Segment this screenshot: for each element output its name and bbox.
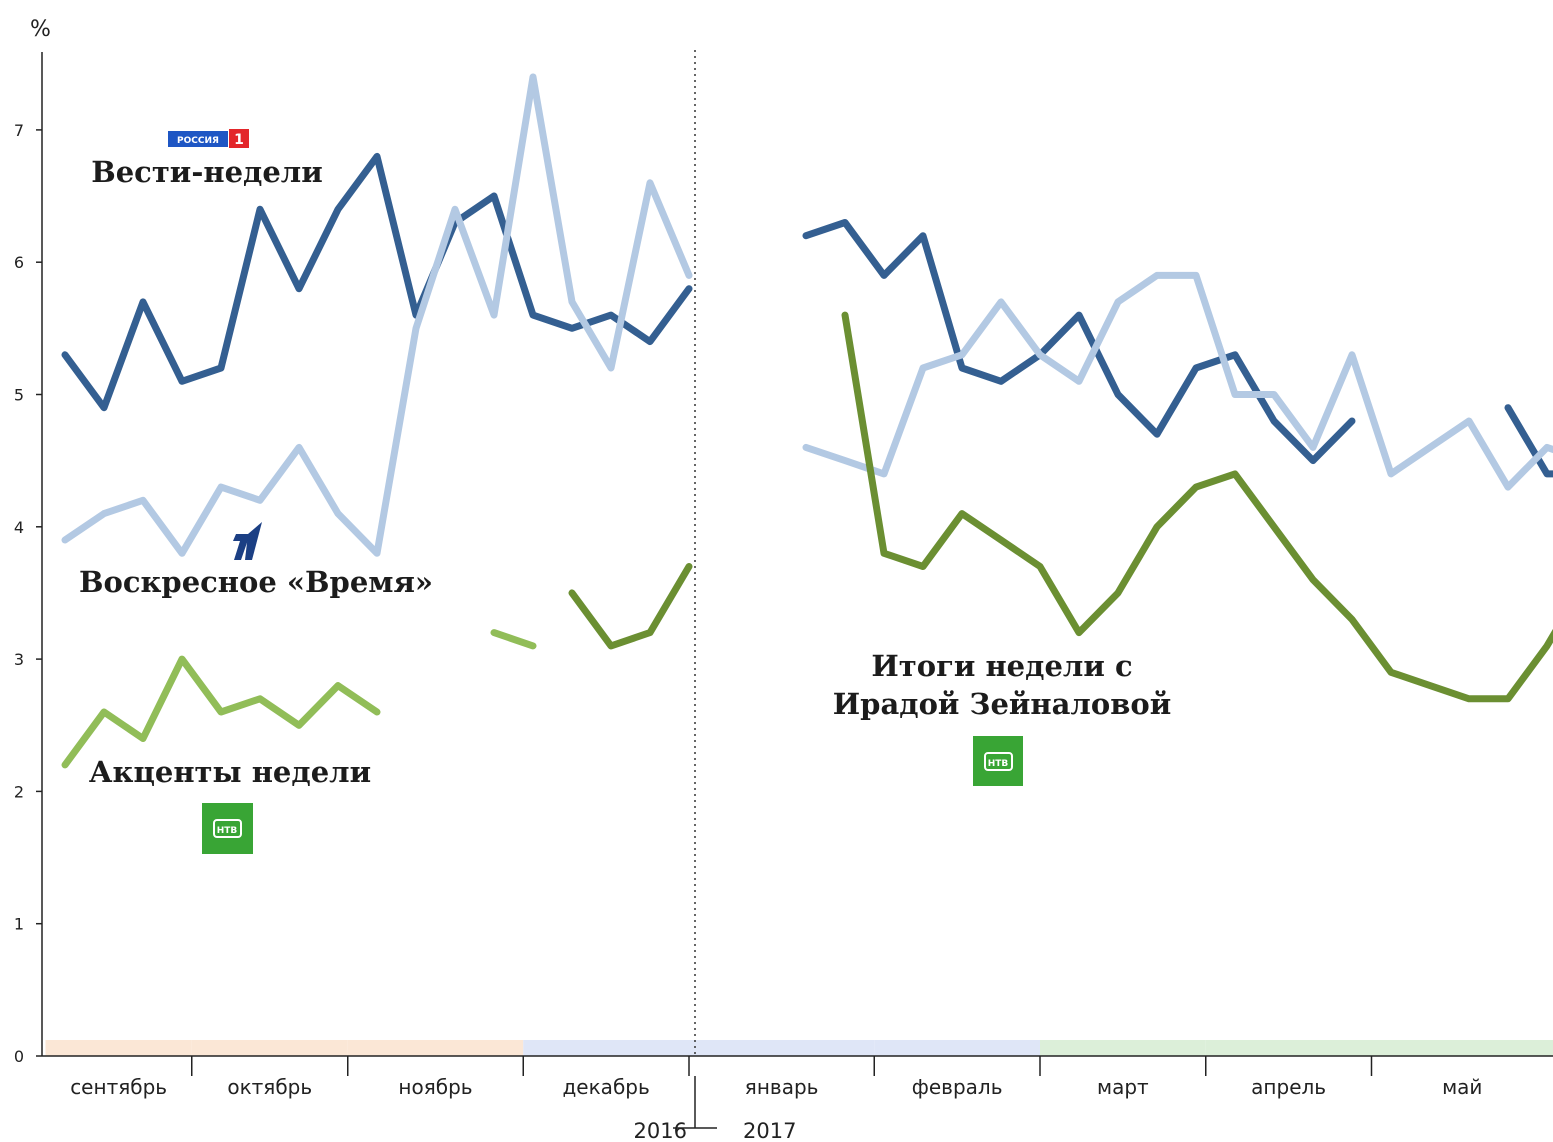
month-label: март (1097, 1075, 1149, 1099)
ntv-logo-icon: НТВ (202, 803, 253, 854)
y-tick-label: 4 (14, 518, 24, 537)
itogi-label-line1: Итоги недели с (871, 649, 1132, 683)
month-label: ноябрь (398, 1075, 472, 1099)
vremya-label: Воскресное «Время» (79, 565, 433, 599)
month-labels: сентябрь октябрь ноябрь декабрь январь феврал… (70, 1056, 1482, 1099)
y-tick-label: 3 (14, 650, 24, 669)
series-line (568, 311, 1553, 703)
month-label: май (1442, 1075, 1482, 1099)
month-label: февраль (912, 1075, 1003, 1099)
y-tick-label: 5 (14, 386, 24, 405)
year-divider (673, 50, 717, 1129)
series-segment (841, 311, 1553, 703)
russia-1-logo-icon: РОССИЯ 1 (168, 129, 249, 148)
aktsenty-label: Акценты недели (89, 755, 371, 789)
month-band (874, 1040, 1040, 1056)
month-bands (45, 1040, 1553, 1056)
month-label: апрель (1251, 1075, 1326, 1099)
month-band (45, 1040, 192, 1056)
series-segment (1504, 404, 1553, 478)
month-band (1205, 1040, 1372, 1056)
y-tick-label: 0 (14, 1047, 24, 1066)
month-band (523, 1040, 689, 1056)
series-line (61, 73, 1553, 557)
svg-text:НТВ: НТВ (217, 826, 238, 836)
year-2016-label: 2016 (634, 1119, 687, 1142)
svg-text:РОССИЯ: РОССИЯ (177, 136, 219, 146)
itogi-annotation: Итоги недели с Ирадой Зейналовой НТВ (833, 649, 1171, 786)
vremya-annotation: Воскресное «Время» (79, 522, 433, 599)
y-tick-label: 7 (14, 121, 24, 140)
itogi-label-line2: Ирадой Зейналовой (833, 687, 1171, 721)
axes: % (30, 17, 1553, 1057)
series-segment (490, 629, 537, 650)
month-band (1371, 1040, 1553, 1056)
series-segment (61, 73, 693, 557)
month-label: январь (745, 1075, 819, 1099)
year-2017-label: 2017 (743, 1119, 796, 1142)
month-band (689, 1040, 875, 1056)
series-segment (802, 219, 1356, 465)
svg-text:1: 1 (234, 132, 244, 148)
y-ticks: 0 1 2 3 4 5 6 7 (14, 121, 42, 1066)
month-label: сентябрь (70, 1075, 167, 1099)
series-segment (802, 271, 1553, 491)
y-axis-unit: % (30, 17, 51, 42)
month-label: октябрь (227, 1075, 312, 1099)
svg-text:НТВ: НТВ (988, 759, 1009, 769)
month-label: декабрь (562, 1075, 649, 1099)
series-segment (568, 563, 693, 650)
series-segment (61, 152, 693, 412)
series-lines (61, 73, 1553, 769)
month-band (191, 1040, 348, 1056)
series-segment (61, 655, 381, 769)
aktsenty-annotation: Акценты недели НТВ (89, 755, 371, 854)
month-band (1040, 1040, 1206, 1056)
year-labels: 2016 2017 (634, 1119, 797, 1142)
vesti-label: Вести-недели (91, 155, 323, 189)
y-tick-label: 1 (14, 915, 24, 934)
month-band (347, 1040, 524, 1056)
y-tick-label: 2 (14, 782, 24, 801)
series-line (61, 152, 1553, 478)
y-tick-label: 6 (14, 253, 24, 272)
vesti-annotation: РОССИЯ 1 Вести-недели (91, 129, 323, 189)
series-line (61, 629, 537, 769)
channel-one-icon (233, 522, 262, 560)
ntv-logo-icon: НТВ (973, 736, 1023, 786)
